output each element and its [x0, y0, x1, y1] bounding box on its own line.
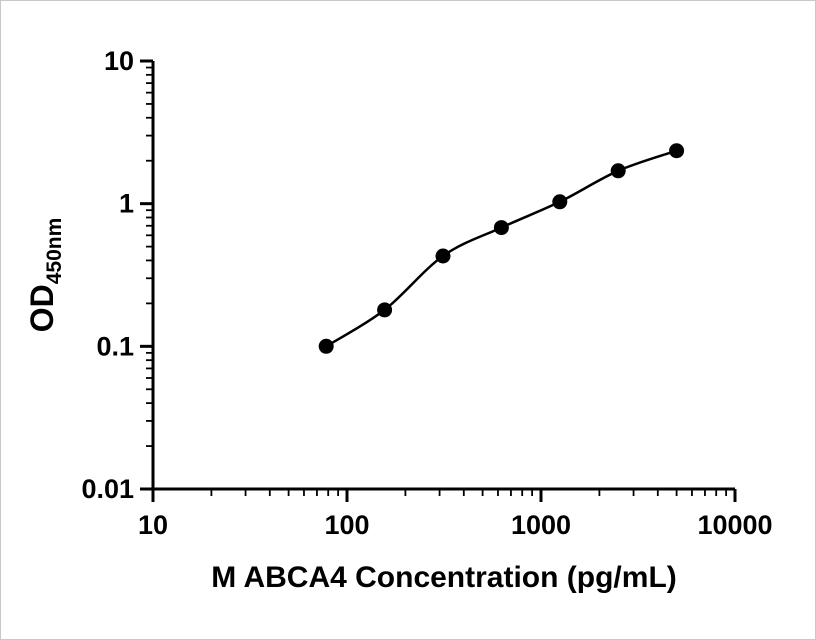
y-tick-label: 1: [119, 189, 134, 219]
fit-curve: [325, 149, 678, 348]
x-tick-label: 10000: [697, 510, 772, 540]
data-series: [318, 143, 685, 354]
x-tick-label: 100: [324, 510, 369, 540]
y-tick-label: 0.1: [96, 331, 134, 361]
data-point: [318, 338, 334, 354]
x-tick-label: 10: [138, 510, 168, 540]
data-point: [435, 248, 451, 264]
data-point: [552, 194, 568, 210]
y-axis-title-main: OD: [24, 284, 60, 332]
axes: 10 100 1000 10000 0.01 0.1 1 10: [81, 46, 772, 540]
y-tick-label: 0.01: [81, 474, 134, 504]
data-point: [669, 143, 685, 159]
x-tick-label: 1000: [511, 510, 571, 540]
y-axis-title-sub: 450nm: [43, 218, 66, 285]
y-axis-title: OD450nm: [24, 218, 66, 333]
data-point: [493, 220, 509, 236]
y-tick-label: 10: [104, 46, 134, 76]
x-axis-title: M ABCA4 Concentration (pg/mL): [211, 561, 677, 594]
data-point: [610, 163, 626, 179]
data-point: [377, 302, 393, 318]
